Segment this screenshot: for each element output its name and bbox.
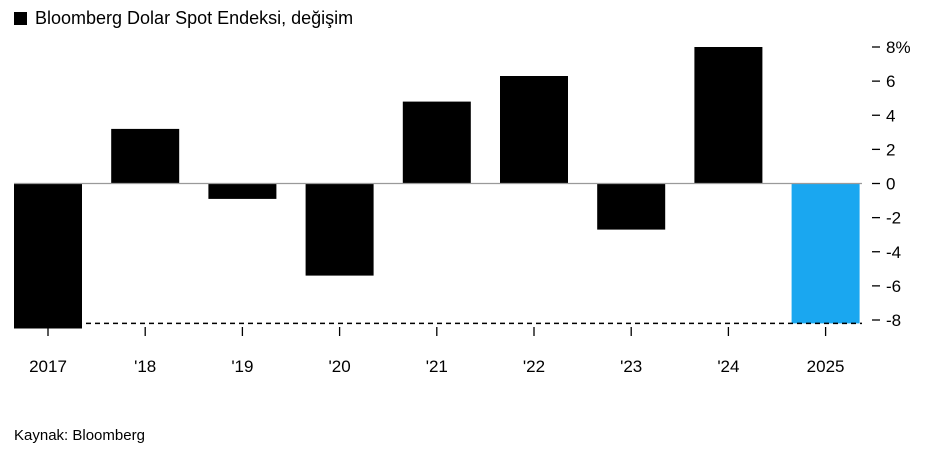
y-tick-label-3: 2 (886, 140, 895, 159)
x-tick-label-2: '19 (231, 357, 253, 376)
chart-legend: Bloomberg Dolar Spot Endeksi, değişim (14, 8, 353, 29)
bar-7 (694, 47, 763, 184)
x-tick-label-7: '24 (717, 357, 739, 376)
x-tick-label-4: '21 (426, 357, 448, 376)
y-tick-label-5: -2 (886, 209, 901, 228)
y-tick-label-8: -8 (886, 311, 901, 330)
bar-3 (305, 183, 374, 276)
x-tick-label-0: 2017 (29, 357, 67, 376)
bar-6 (597, 183, 666, 230)
y-tick-label-7: -6 (886, 277, 901, 296)
bar-4 (402, 101, 471, 184)
bar-2 (208, 183, 277, 199)
bar-1 (111, 128, 180, 184)
legend-label: Bloomberg Dolar Spot Endeksi, değişim (35, 8, 354, 28)
bar-0 (14, 183, 82, 329)
x-tick-label-8: 2025 (807, 357, 845, 376)
legend-swatch (14, 12, 27, 25)
x-tick-label-1: '18 (134, 357, 156, 376)
y-tick-label-6: -4 (886, 243, 901, 262)
x-tick-label-5: '22 (523, 357, 545, 376)
bar-8 (791, 183, 860, 324)
y-tick-label-4: 0 (886, 175, 895, 194)
bar-5 (500, 76, 568, 184)
source-note: Kaynak: Bloomberg (14, 427, 145, 444)
y-tick-label-1: 6 (886, 72, 895, 91)
y-tick-label-2: 4 (886, 106, 895, 125)
x-tick-label-6: '23 (620, 357, 642, 376)
y-tick-label-0: 8% (886, 38, 911, 57)
x-tick-label-3: '20 (329, 357, 351, 376)
